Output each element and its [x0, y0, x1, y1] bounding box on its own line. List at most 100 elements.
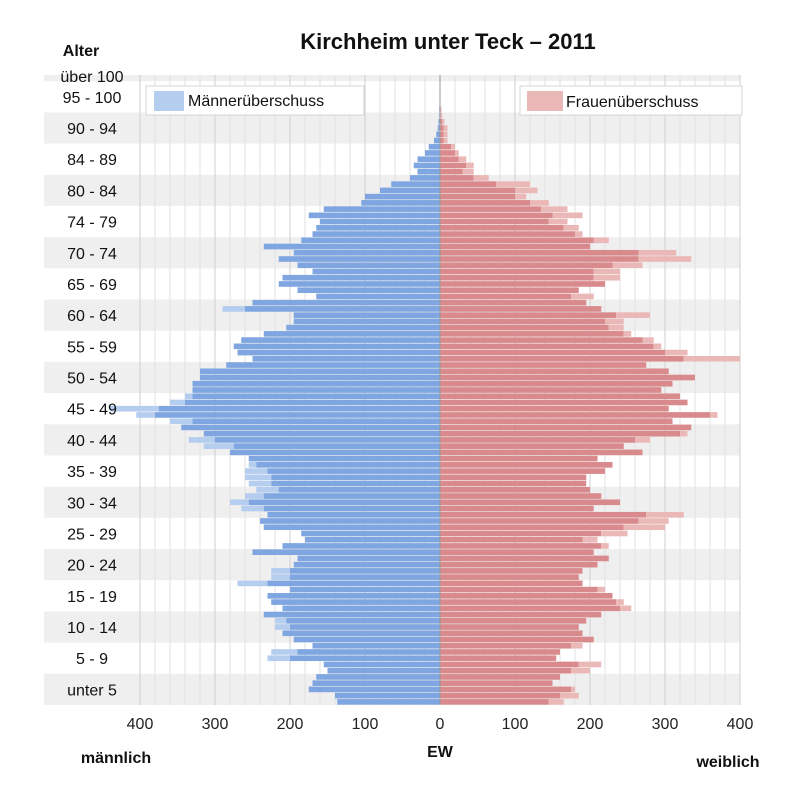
male-bar: [278, 281, 440, 287]
male-bar: [308, 686, 440, 693]
female-bar: [440, 549, 594, 555]
male-bar: [263, 505, 440, 512]
legend-male: Männerüberschuss: [145, 85, 365, 116]
male-bar: [200, 374, 440, 381]
female-bar: [440, 256, 639, 262]
female-bar: [440, 200, 530, 206]
age-group-label: 15 - 19: [67, 589, 117, 606]
female-bar: [440, 393, 680, 400]
female-bar: [440, 249, 639, 256]
female-bar: [440, 499, 620, 506]
x-axis-tick-labels: 400 300 200 100 0 100 200 300 400: [127, 716, 754, 733]
male-bar: [323, 206, 440, 212]
male-surplus-bar: [136, 412, 155, 418]
female-bar: [440, 599, 617, 605]
male-bar: [312, 642, 440, 649]
female-surplus-bar: [665, 349, 688, 356]
male-surplus-bar: [185, 393, 193, 400]
x-tick-label: 100: [352, 716, 379, 733]
age-group-label: 95 - 100: [63, 90, 122, 107]
female-surplus-bar: [515, 187, 538, 194]
male-bar: [271, 474, 440, 481]
female-bar: [440, 586, 598, 593]
female-bar: [440, 674, 560, 680]
x-tick-label: 400: [127, 716, 154, 733]
female-bar: [440, 355, 684, 362]
female-bar: [440, 212, 553, 219]
female-bar: [440, 480, 587, 487]
male-bar: [185, 399, 440, 406]
male-bar: [158, 405, 440, 412]
male-bar: [181, 424, 440, 431]
female-surplus-bar: [515, 193, 527, 200]
female-surplus-bar: [443, 131, 448, 138]
male-bar: [425, 150, 440, 156]
female-surplus-bar: [560, 692, 579, 699]
male-bar: [155, 412, 440, 418]
female-surplus-bar: [623, 524, 665, 531]
male-bar: [203, 430, 440, 437]
male-bar: [323, 661, 440, 668]
male-bar: [192, 380, 440, 387]
male-bar: [290, 574, 440, 580]
male-bar: [428, 143, 440, 150]
male-surplus-bar: [245, 474, 272, 481]
male-bar: [282, 274, 440, 281]
age-group-label: 70 - 74: [67, 246, 117, 263]
male-bar: [260, 518, 440, 524]
chart-title: Kirchheim unter Teck – 2011: [300, 29, 596, 54]
male-surplus-bar: [248, 462, 257, 468]
female-surplus-bar: [597, 586, 605, 593]
female-surplus-bar: [451, 143, 455, 150]
female-bar: [440, 524, 624, 531]
female-surplus-bar: [608, 324, 624, 331]
female-surplus-bar: [466, 162, 474, 169]
male-bar: [286, 617, 440, 624]
female-bar: [440, 430, 680, 437]
x-tick-label: 400: [727, 716, 754, 733]
male-bar: [282, 605, 440, 612]
female-surplus-bar: [541, 206, 568, 212]
female-bar: [440, 143, 452, 150]
male-bar: [438, 118, 440, 125]
age-group-label: über 100: [60, 69, 123, 86]
male-bar: [410, 175, 440, 181]
male-bar: [308, 212, 440, 219]
female-bar: [440, 462, 613, 468]
age-band: [44, 75, 740, 82]
x-tick-label: 0: [436, 716, 445, 733]
female-bar: [440, 156, 459, 163]
male-bar: [337, 699, 440, 705]
age-band: [44, 112, 740, 144]
female-surplus-bar: [623, 331, 632, 337]
female-bar: [440, 449, 643, 456]
male-bar: [434, 137, 440, 144]
male-surplus-bar: [230, 499, 249, 506]
female-bar: [440, 617, 587, 624]
male-bar: [312, 268, 440, 275]
female-surplus-bar: [458, 156, 467, 163]
female-bar: [440, 168, 463, 175]
legend-male-swatch: [154, 91, 184, 111]
male-bar: [293, 249, 440, 256]
female-surplus-bar: [653, 343, 662, 350]
female-bar: [440, 661, 579, 668]
male-bar: [252, 549, 440, 555]
male-bar: [200, 368, 440, 375]
female-bar: [440, 486, 590, 493]
male-surplus-bar: [203, 443, 234, 449]
x-tick-label: 300: [202, 716, 229, 733]
female-surplus-bar: [473, 175, 489, 181]
male-bar: [237, 349, 440, 356]
female-bar: [440, 349, 665, 356]
female-bar: [440, 686, 572, 693]
male-bar: [267, 511, 440, 518]
male-bar: [278, 486, 440, 493]
male-bar: [290, 586, 440, 593]
age-group-label: 10 - 14: [67, 620, 117, 637]
legend-female-label: Frauenüberschuss: [566, 94, 699, 111]
population-bars: [110, 106, 740, 705]
female-bar: [440, 243, 590, 250]
female-surplus-bar: [548, 218, 568, 225]
